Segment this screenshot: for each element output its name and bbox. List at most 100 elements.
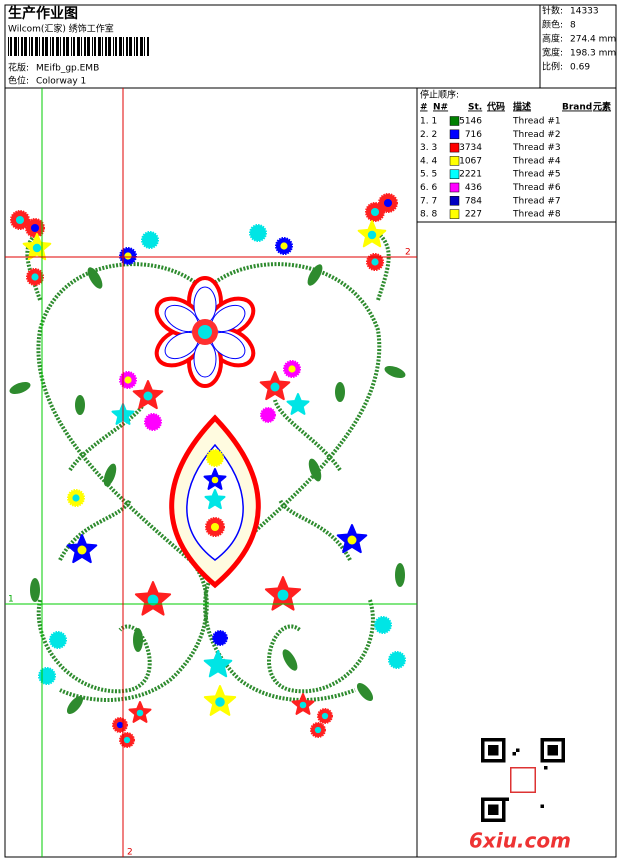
bar <box>60 37 61 56</box>
flower-center <box>211 476 219 484</box>
qr-finder <box>481 738 506 763</box>
bar <box>8 37 9 56</box>
title: 生产作业图 <box>8 5 78 22</box>
bar <box>21 37 23 56</box>
bloom-center <box>288 365 296 373</box>
bar <box>24 37 27 56</box>
small-flowers <box>10 193 406 748</box>
bloom <box>206 449 224 467</box>
color-swatch <box>449 209 460 219</box>
flower-center <box>270 382 280 392</box>
vine <box>36 599 152 694</box>
barcode <box>8 37 149 56</box>
guide-label: 2 <box>127 848 133 858</box>
bloom <box>38 667 56 685</box>
flower <box>203 650 233 678</box>
flower-center <box>367 230 377 240</box>
color-swatch <box>449 156 460 166</box>
qr-module <box>544 766 548 770</box>
row-index: 4. 4 <box>420 156 437 166</box>
bar <box>92 37 93 56</box>
thread-name: Thread #6 <box>512 183 561 193</box>
row-index: 3. 3 <box>420 143 437 153</box>
stitch-count: 1067 <box>459 156 482 166</box>
bar <box>63 37 65 56</box>
bar <box>77 37 80 56</box>
bar <box>129 37 132 56</box>
stitch-count: 227 <box>465 210 482 220</box>
design-file: MEifb_gp.EMB <box>36 64 99 74</box>
color-swatch <box>449 129 460 140</box>
bloom <box>249 224 267 242</box>
qr-finder <box>540 738 565 763</box>
bar <box>108 37 111 56</box>
leaf <box>66 695 84 715</box>
bar <box>140 37 143 56</box>
bar <box>39 37 40 56</box>
stat-label: 比例: <box>542 61 563 73</box>
row-index: 7. 7 <box>420 196 437 206</box>
stitch-count: 784 <box>465 196 482 206</box>
guides: 1 2 2 <box>5 88 417 858</box>
qr-module <box>540 804 544 808</box>
page-border <box>4 4 617 858</box>
stat-label: 宽度: <box>542 47 563 59</box>
bloom-center <box>123 736 131 744</box>
bar <box>66 37 69 56</box>
flower <box>286 393 310 415</box>
stitch-count: 436 <box>465 183 482 193</box>
qr-code <box>481 738 565 822</box>
qr-module <box>516 748 520 752</box>
flower-center <box>147 594 159 606</box>
bar <box>115 37 117 56</box>
bar <box>123 37 124 56</box>
row-index: 2. 2 <box>420 130 437 140</box>
bloom <box>388 651 406 669</box>
thread-name: Thread #3 <box>512 143 561 153</box>
thread-name: Thread #1 <box>512 117 561 127</box>
leaf <box>384 365 406 379</box>
stat-value: 0.69 <box>570 63 590 73</box>
bar <box>81 37 82 56</box>
bloom <box>49 631 67 649</box>
stat-value: 274.4 mm <box>570 35 616 45</box>
bar <box>134 37 135 56</box>
flower-center <box>299 701 307 709</box>
bar <box>98 37 101 56</box>
color-swatch <box>449 182 460 193</box>
bar <box>71 37 72 56</box>
bloom-center <box>314 726 322 734</box>
company: Wilcom(汇家) 绣饰工作室 <box>8 23 114 35</box>
petal-inner <box>193 340 217 378</box>
leaf <box>87 267 103 289</box>
flower-center <box>347 535 357 545</box>
bloom-center <box>31 273 39 281</box>
bloom <box>260 407 276 423</box>
bloom-center <box>321 712 329 720</box>
bloom <box>212 630 228 646</box>
vine <box>25 233 391 301</box>
color-swatch <box>449 116 460 126</box>
column-header: 代码 <box>486 101 505 113</box>
leaf <box>335 382 345 402</box>
stat-value: 198.3 mm <box>570 49 616 59</box>
row-index: 1. 1 <box>420 117 437 127</box>
column-header: 元素 <box>593 101 611 113</box>
bloom <box>144 413 162 431</box>
stitch-count: 2221 <box>459 170 482 180</box>
leaf <box>307 264 323 286</box>
color-swatch <box>449 169 460 179</box>
stats: 针数: 14333 颜色: 8 高度: 274.4 mm 宽度: 198.3 mm 比例: 0.6… <box>542 5 616 73</box>
leaf <box>9 381 31 395</box>
bar <box>31 37 33 56</box>
guide-label: 2 <box>405 248 411 258</box>
bloom-center <box>370 207 380 217</box>
column-header: # <box>420 103 428 113</box>
leaf <box>282 649 298 671</box>
bloom-center <box>116 721 124 729</box>
embroidery-design <box>9 193 406 748</box>
bloom-center <box>280 242 288 250</box>
stat-label: 针数: <box>542 5 563 17</box>
bar <box>10 37 12 56</box>
